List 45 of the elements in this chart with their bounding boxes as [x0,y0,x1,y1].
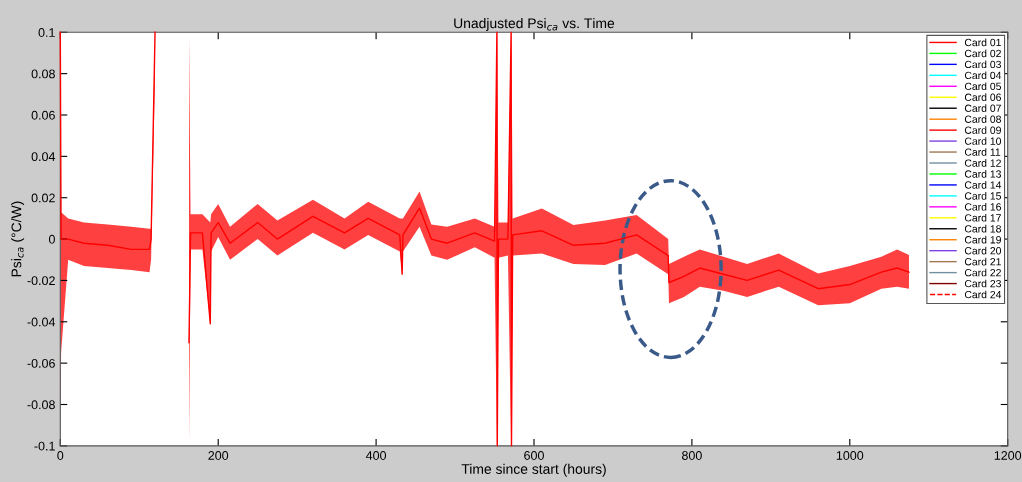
y-tick-label: -0.02 [27,276,55,286]
legend-label: Card 01 [964,38,1001,47]
x-tick-label: 1000 [836,451,864,460]
legend-label: Card 12 [964,159,1001,167]
x-tick-label: 200 [208,451,229,460]
y-tick-label: 0.1 [38,28,55,37]
y-tick-label: 0.08 [31,69,55,79]
x-tick-label: 0 [57,451,64,460]
legend-label: Card 22 [964,268,1001,277]
x-tick-label: 1200 [994,451,1022,460]
legend-label: Card 11 [964,148,1001,156]
legend-label: Card 07 [964,104,1001,112]
legend-label: Card 19 [964,235,1001,244]
legend-label: Card 09 [964,126,1001,134]
legend-label: Card 14 [964,181,1002,189]
y-tick-label: -0.08 [27,400,55,410]
x-axis-title: Time since start (hours) [461,463,606,477]
chart-title: Unadjusted Psi$_{ca}$ vs. Time [454,17,615,31]
y-tick-label: -0.04 [27,317,56,327]
legend-label: Card 24 [964,290,1002,299]
legend-label: Card 05 [964,82,1002,91]
legend-label: Card 10 [964,137,1002,145]
legend-label: Card 16 [964,202,1001,211]
legend-label: Card 04 [964,71,1002,80]
y-tick-label: 0.04 [31,152,56,162]
legend-label: Card 03 [964,60,1001,69]
legend-label: Card 13 [964,170,1001,178]
legend-label: Card 06 [964,93,1001,101]
legend-label: Card 23 [964,279,1001,288]
legend-label: Card 17 [964,213,1001,222]
y-tick-label: -0.1 [34,441,55,451]
legend-label: Card 20 [964,246,1002,255]
legend-label: Card 08 [964,115,1001,123]
legend-label: Card 15 [964,191,1002,200]
y-tick-label: 0 [48,234,55,244]
y-axis-title: Psi$_{ca}$ (°C/W) [11,201,25,277]
x-tick-label: 400 [365,451,387,460]
x-tick-label: 600 [524,451,544,460]
y-tick-label: 0.06 [31,110,55,120]
legend-label: Card 02 [964,49,1001,58]
legend-label: Card 18 [964,224,1001,233]
x-tick-label: 800 [682,451,702,460]
y-tick-label: 0.02 [31,193,55,203]
y-tick-label: -0.06 [27,358,55,368]
legend-label: Card 21 [964,257,1001,266]
